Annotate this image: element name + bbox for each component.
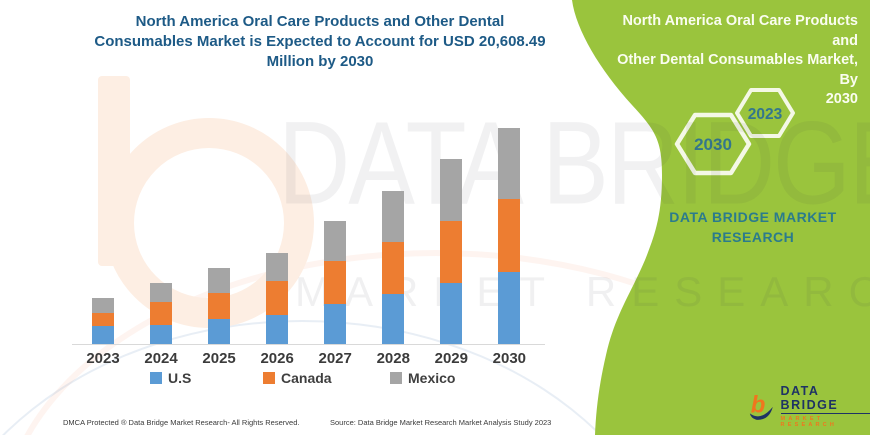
x-tick-2023: 2023 <box>86 350 120 367</box>
logo-swoosh <box>749 406 773 420</box>
logo-b-glyph: b <box>751 391 766 418</box>
hexagon-2030-label: 2030 <box>694 135 732 154</box>
bar-segment-u-s-2030 <box>498 271 521 344</box>
bar-segment-mexico-2030 <box>498 128 521 199</box>
side-panel-title-line3: 2030 <box>825 91 858 107</box>
legend-item-mexico: Mexico <box>390 370 455 386</box>
legend-label-canada: Canada <box>281 370 332 386</box>
x-tick-2028: 2028 <box>376 350 410 367</box>
bar-segment-u-s-2026 <box>266 314 289 344</box>
bar-segment-u-s-2024 <box>150 324 173 344</box>
bar-segment-canada-2026 <box>266 281 289 315</box>
bar-segment-mexico-2025 <box>208 267 231 293</box>
bar-segment-canada-2025 <box>208 292 231 320</box>
legend-label-u-s: U.S <box>168 370 192 386</box>
chart-title-line1: North America Oral Care Products and Oth… <box>135 13 505 30</box>
bar-2030 <box>498 128 521 344</box>
legend-label-mexico: Mexico <box>408 370 456 386</box>
bar-2025 <box>208 267 231 344</box>
x-tick-2024: 2024 <box>144 350 178 367</box>
footer-source-text: Source: Data Bridge Market Research Mark… <box>330 418 552 427</box>
bar-segment-mexico-2023 <box>92 297 114 314</box>
bar-segment-u-s-2028 <box>382 294 405 344</box>
bar-segment-canada-2030 <box>498 198 521 272</box>
logo-text-block: DATA BRIDGE MARKET RESEARCH <box>780 384 870 428</box>
x-tick-2029: 2029 <box>434 350 468 367</box>
bar-segment-canada-2024 <box>150 301 173 325</box>
side-panel-title-line1: North America Oral Care Products and <box>622 13 858 49</box>
bar-2027 <box>324 220 347 344</box>
brand-wordmark: DATA BRIDGE MARKET RESEARCH <box>669 209 837 245</box>
bar-segment-canada-2023 <box>92 313 114 327</box>
legend-swatch-mexico <box>390 372 402 384</box>
legend-swatch-u-s <box>150 372 162 384</box>
bar-segment-canada-2027 <box>324 260 347 304</box>
bar-segment-mexico-2029 <box>440 159 463 221</box>
legend-item-u-s: U.S <box>150 370 191 386</box>
bar-segment-mexico-2027 <box>324 220 347 261</box>
legend-item-canada: Canada <box>263 370 332 386</box>
bar-segment-u-s-2023 <box>92 326 114 344</box>
bar-segment-mexico-2028 <box>382 190 405 242</box>
bar-segment-mexico-2024 <box>150 282 173 302</box>
bar-segment-u-s-2025 <box>208 319 231 344</box>
side-panel-title: North America Oral Care Products and Oth… <box>606 12 858 110</box>
x-tick-2030: 2030 <box>492 350 527 367</box>
footer-dmca-text: DMCA Protected ® Data Bridge Market Rese… <box>63 418 300 427</box>
bar-2023 <box>92 297 114 344</box>
bar-2024 <box>150 282 173 344</box>
legend-swatch-canada <box>263 372 275 384</box>
bar-segment-u-s-2029 <box>440 282 463 344</box>
bar-segment-canada-2029 <box>440 220 463 283</box>
hexagon-2030-shape <box>674 112 752 176</box>
chart-title-line2: Consumables Market is Expected to Accoun… <box>94 33 546 50</box>
x-axis-line <box>72 344 545 345</box>
logo-name: DATA BRIDGE <box>780 384 870 414</box>
logo-subtitle: MARKET RESEARCH <box>780 416 838 428</box>
x-tick-2027: 2027 <box>318 350 352 367</box>
bar-segment-u-s-2027 <box>324 303 347 344</box>
x-tick-2025: 2025 <box>202 350 236 367</box>
side-panel-title-line2: Other Dental Consumables Market, By <box>617 52 858 88</box>
bar-segment-mexico-2026 <box>266 252 289 281</box>
bar-2028 <box>382 190 405 344</box>
chart-title: North America Oral Care Products and Oth… <box>60 12 580 72</box>
bar-2029 <box>440 159 463 344</box>
watermark-market-research-text: MARKET RESEARCH <box>295 268 870 315</box>
chart-title-line3: Million by 2030 <box>266 53 374 70</box>
data-bridge-logo-icon: b <box>749 391 773 420</box>
data-bridge-logo: b DATA BRIDGE MARKET RESEARCH <box>748 384 870 428</box>
bar-segment-canada-2028 <box>382 241 405 295</box>
x-tick-2026: 2026 <box>260 350 294 367</box>
bar-2026 <box>266 252 289 344</box>
